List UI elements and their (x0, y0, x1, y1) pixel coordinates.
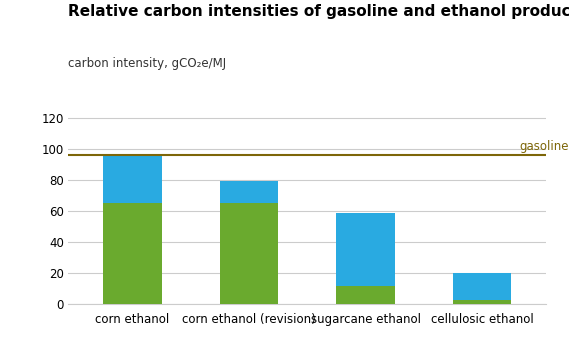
Bar (103, 203, 162, 304)
Bar (220, 203, 278, 304)
Text: carbon intensity, gCO₂e/MJ: carbon intensity, gCO₂e/MJ (68, 57, 226, 70)
Bar (453, 300, 512, 304)
Bar (103, 156, 162, 203)
Text: gasoline: gasoline (519, 139, 569, 153)
Text: Relative carbon intensities of gasoline and ethanol products: Relative carbon intensities of gasoline … (68, 4, 569, 18)
Bar (220, 181, 278, 203)
Bar (453, 273, 512, 300)
Legend: life cycle analysis, indirect land use change: life cycle analysis, indirect land use c… (147, 353, 468, 354)
Bar (336, 286, 395, 304)
Bar (336, 212, 395, 286)
